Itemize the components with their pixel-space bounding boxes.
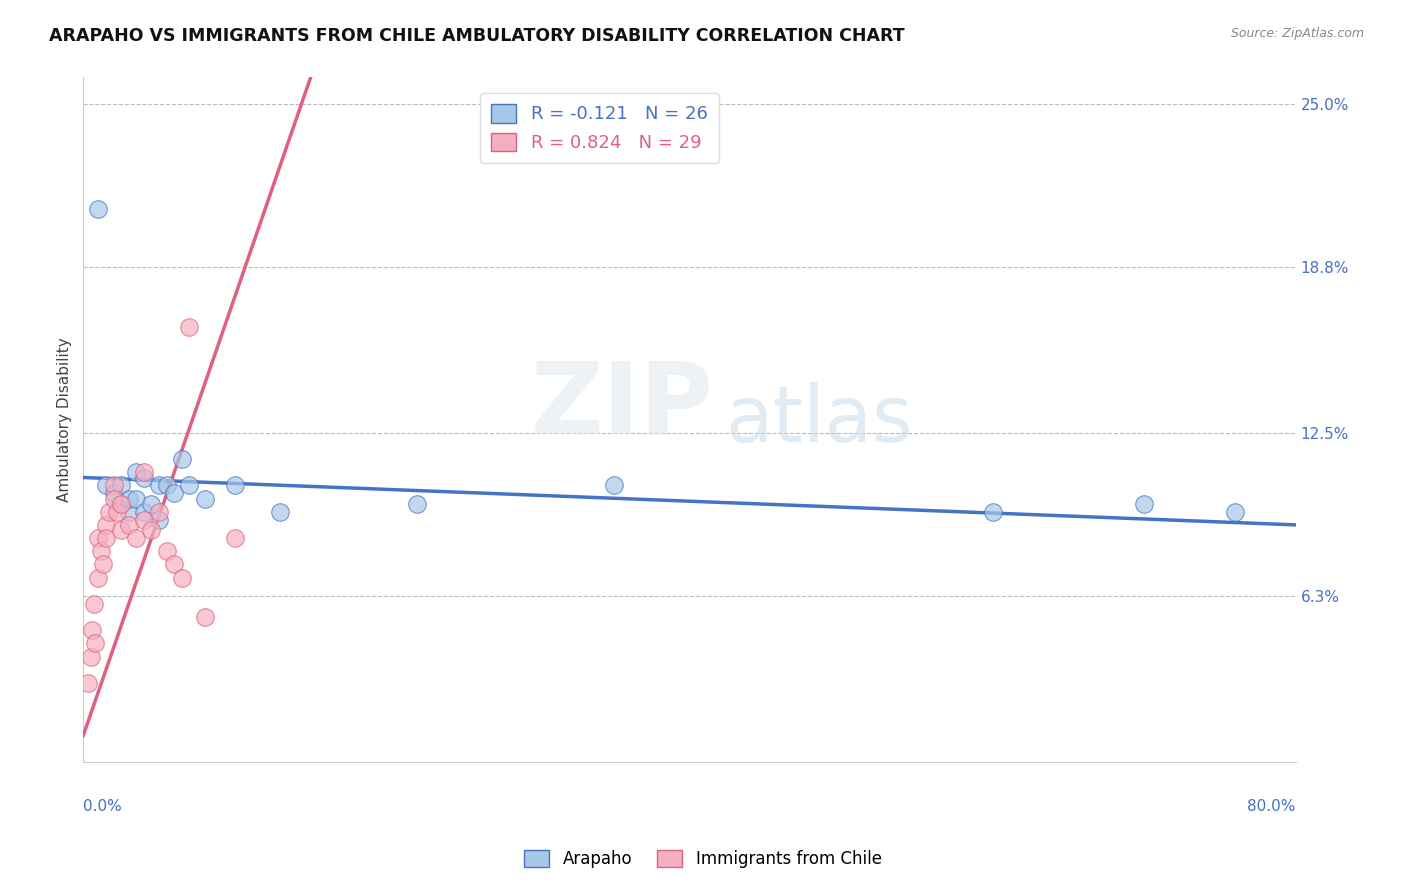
Point: [90, 544, 112, 558]
Point: [148, 513, 170, 527]
Point: [170, 452, 193, 467]
Point: [98, 505, 121, 519]
Legend: Arapaho, Immigrants from Chile: Arapaho, Immigrants from Chile: [517, 843, 889, 875]
Point: [156, 478, 179, 492]
Point: [193, 491, 215, 506]
Point: [132, 505, 155, 519]
Point: [91, 558, 114, 572]
Y-axis label: Ambulatory Disability: Ambulatory Disability: [58, 337, 72, 502]
Point: [224, 531, 246, 545]
Point: [224, 478, 246, 492]
Point: [193, 610, 215, 624]
Point: [118, 491, 141, 506]
Point: [1223, 505, 1246, 519]
Point: [148, 478, 170, 492]
Point: [132, 513, 155, 527]
Point: [76, 675, 98, 690]
Point: [94, 478, 117, 492]
Point: [103, 478, 125, 492]
Point: [110, 523, 132, 537]
Point: [105, 505, 128, 519]
Point: [269, 505, 291, 519]
Point: [118, 505, 141, 519]
Point: [118, 517, 141, 532]
Point: [148, 505, 170, 519]
Point: [132, 470, 155, 484]
Point: [80, 649, 103, 664]
Point: [170, 570, 193, 584]
Text: ARAPAHO VS IMMIGRANTS FROM CHILE AMBULATORY DISABILITY CORRELATION CHART: ARAPAHO VS IMMIGRANTS FROM CHILE AMBULAT…: [49, 27, 905, 45]
Point: [1133, 497, 1156, 511]
Point: [163, 558, 186, 572]
Point: [125, 465, 148, 479]
Point: [87, 202, 110, 216]
Point: [110, 497, 132, 511]
Legend: R = -0.121   N = 26, R = 0.824   N = 29: R = -0.121 N = 26, R = 0.824 N = 29: [481, 94, 718, 162]
Point: [141, 523, 163, 537]
Point: [981, 505, 1004, 519]
Text: 80.0%: 80.0%: [1247, 799, 1295, 814]
Point: [110, 478, 132, 492]
Point: [141, 497, 163, 511]
Point: [132, 465, 155, 479]
Point: [179, 320, 201, 334]
Point: [179, 478, 201, 492]
Point: [82, 623, 104, 637]
Text: ZIP: ZIP: [531, 358, 714, 454]
Point: [103, 486, 125, 500]
Text: Source: ZipAtlas.com: Source: ZipAtlas.com: [1230, 27, 1364, 40]
Point: [156, 544, 179, 558]
Text: atlas: atlas: [725, 382, 914, 458]
Point: [94, 531, 117, 545]
Point: [125, 491, 148, 506]
Point: [125, 531, 148, 545]
Point: [110, 497, 132, 511]
Point: [84, 636, 107, 650]
Point: [602, 478, 624, 492]
Point: [103, 491, 125, 506]
Point: [405, 497, 427, 511]
Point: [87, 570, 110, 584]
Point: [163, 486, 186, 500]
Text: 0.0%: 0.0%: [83, 799, 122, 814]
Point: [83, 597, 105, 611]
Point: [87, 531, 110, 545]
Point: [94, 517, 117, 532]
